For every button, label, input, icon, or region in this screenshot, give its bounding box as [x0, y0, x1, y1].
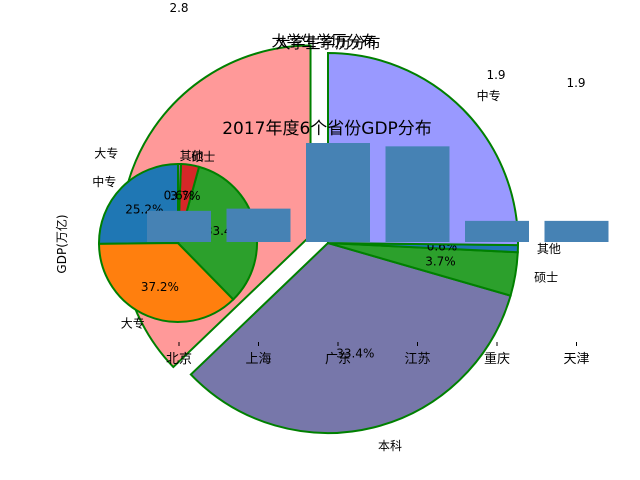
bar-3	[385, 146, 450, 242]
bar-0	[147, 210, 211, 242]
x-tick-label-2: 广东	[325, 352, 351, 367]
small-pie-label-1: 大专	[121, 315, 145, 330]
x-tick-label-0: 北京	[166, 352, 192, 367]
small-pie-label-0: 中专	[92, 174, 116, 189]
large-pie-label-0: 大专	[94, 146, 118, 161]
x-tick-label-5: 天津	[563, 352, 589, 367]
bar-4	[465, 220, 529, 242]
y-axis-label: GDP(万亿)	[54, 214, 69, 273]
bar-value-label-1: 1.9	[486, 68, 505, 82]
x-tick-label-1: 上海	[245, 352, 271, 367]
large-pie-pct-2: 3.7%	[425, 255, 456, 269]
bar-value-label-0: 2.8	[169, 1, 188, 15]
bar-chart: 北京 上海 广东 江苏 重庆 天津 2.8 1.9 1.9	[147, 1, 609, 367]
large-pie-label-2: 硕士	[534, 270, 558, 284]
pie-title-secondary: 大学生学历分布	[275, 34, 380, 52]
bar-1	[226, 208, 291, 242]
large-pie-label-4: 中专	[477, 88, 501, 103]
pie-title-primary: 大学生学历分布	[271, 32, 376, 50]
small-pie-pct-4: 0.6%	[164, 189, 195, 203]
bar-2	[306, 143, 370, 242]
large-pie-pct-1: 33.4%	[336, 347, 374, 361]
bar-chart-title: 2017年度6个省份GDP分布	[222, 119, 432, 139]
small-pie-label-4: 其他	[180, 149, 204, 163]
bar-5	[544, 220, 609, 242]
small-pie-label-3: 硕士	[191, 150, 215, 164]
small-pie-pct-1: 37.2%	[141, 280, 179, 294]
bar-value-label-2: 1.9	[566, 76, 585, 90]
small-pie-wedge-1	[97, 241, 235, 323]
x-tick-label-3: 江苏	[404, 351, 430, 367]
large-pie-wedge-1	[189, 241, 512, 434]
large-pie-label-3: 其他	[537, 242, 561, 256]
large-pie-label-1: 本科	[378, 439, 402, 453]
x-tick-label-4: 重庆	[484, 351, 510, 367]
